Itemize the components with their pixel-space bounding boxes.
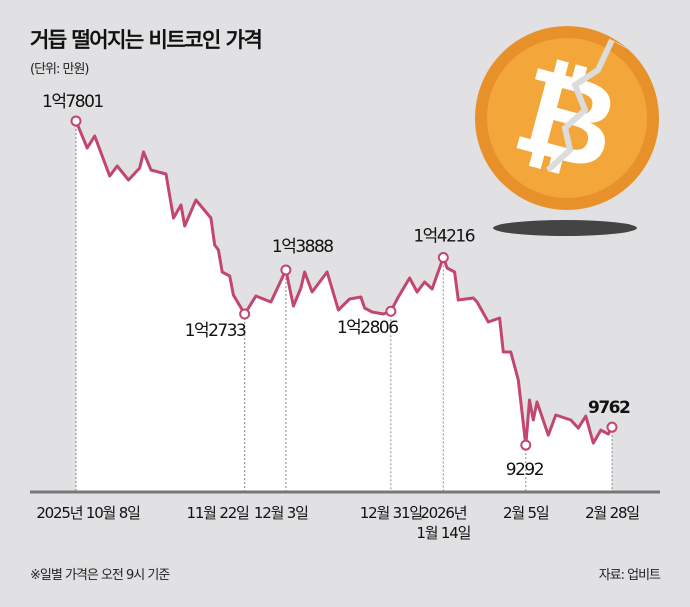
data-label: 1억7801 — [42, 92, 103, 112]
broken-bitcoin-icon: ₿ — [475, 26, 659, 236]
footnote: ※일별 가격은 오전 9시 기준 — [30, 568, 170, 583]
data-label: 1억3888 — [272, 237, 333, 257]
data-point-marker — [70, 115, 82, 127]
coin-shadow — [493, 220, 637, 236]
x-tick-label: 12월 31일 — [360, 504, 423, 522]
x-tick-label: 2월 5일 — [503, 504, 549, 522]
data-label: 9292 — [506, 460, 544, 480]
x-tick-label: 12월 3일 — [254, 504, 308, 522]
data-point-marker — [385, 305, 397, 317]
data-label: 9762 — [588, 398, 630, 418]
x-tick-label: 2025년 10월 8일 — [36, 504, 140, 522]
x-tick-label: 2월 28일 — [585, 504, 639, 522]
crack-gap — [612, 40, 640, 55]
x-tick-label: 11월 22일 — [187, 504, 250, 522]
unit-label: (단위: 만원) — [30, 62, 89, 77]
data-label: 1억2733 — [185, 321, 246, 341]
data-label: 1억2806 — [337, 318, 398, 338]
data-point-marker — [280, 264, 292, 276]
source-label: 자료: 업비트 — [598, 568, 661, 583]
coin-face — [487, 38, 647, 198]
chart-title: 거듭 떨어지는 비트코인 가격 — [30, 28, 263, 52]
x-tick-label: 2026년 — [420, 504, 466, 522]
crack-line — [545, 38, 615, 173]
data-label: 1억4216 — [413, 227, 474, 247]
x-tick-label: 1월 14일 — [416, 524, 470, 542]
data-point-marker — [520, 439, 532, 451]
data-point-marker — [437, 252, 449, 264]
data-point-marker — [606, 421, 618, 433]
price-line — [74, 120, 614, 447]
data-point-marker — [239, 308, 251, 320]
